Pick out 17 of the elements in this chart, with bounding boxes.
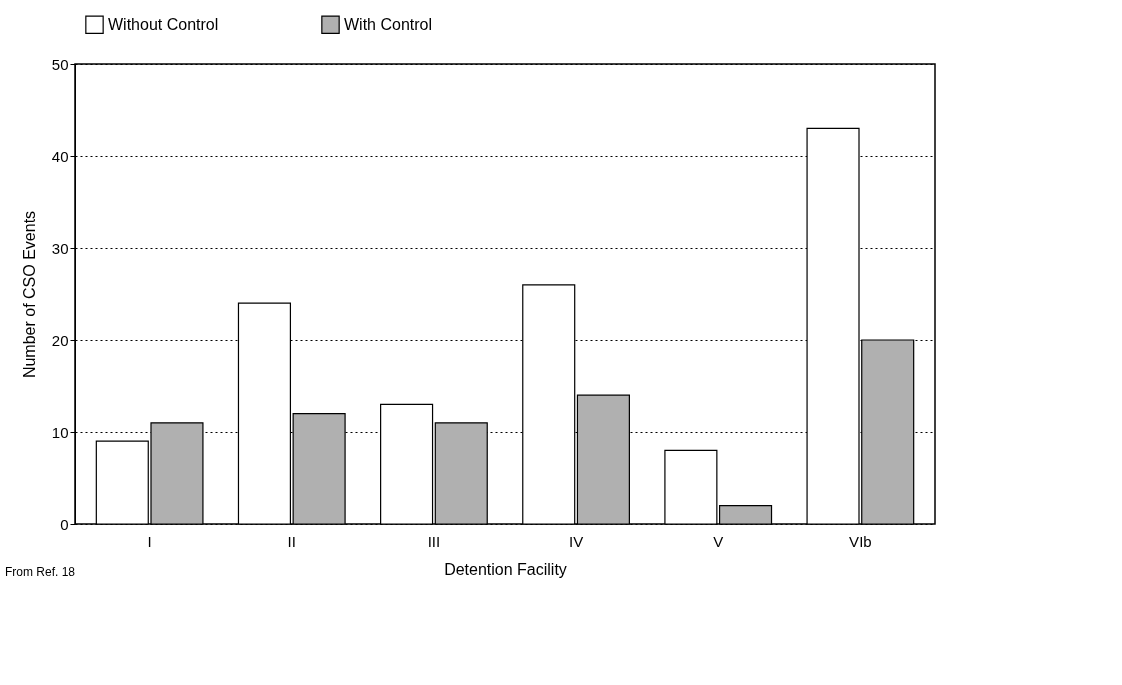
text: From Ref. 18 — [5, 565, 76, 579]
legend-label: Without Control — [108, 15, 219, 33]
x-tick-label: III — [427, 532, 441, 550]
y-tick-label: 50 — [51, 55, 69, 73]
y-tick-label: 10 — [51, 423, 69, 441]
x-tick-label: IV — [568, 532, 584, 550]
legend-label: With Control — [344, 15, 433, 33]
x-tick-label: VIb — [849, 532, 872, 550]
x-tick-label: I — [147, 532, 152, 550]
x-tick-label: II — [287, 532, 296, 550]
y-axis-title: Number of CSO Events — [20, 210, 38, 379]
y-tick-label: 40 — [51, 147, 69, 165]
y-tick-label: 20 — [51, 331, 69, 349]
y-tick-label: 30 — [51, 239, 69, 257]
y-tick-label: 0 — [60, 515, 69, 533]
x-tick-label: V — [713, 532, 724, 550]
x-axis-title: Detention Facility — [444, 560, 567, 578]
